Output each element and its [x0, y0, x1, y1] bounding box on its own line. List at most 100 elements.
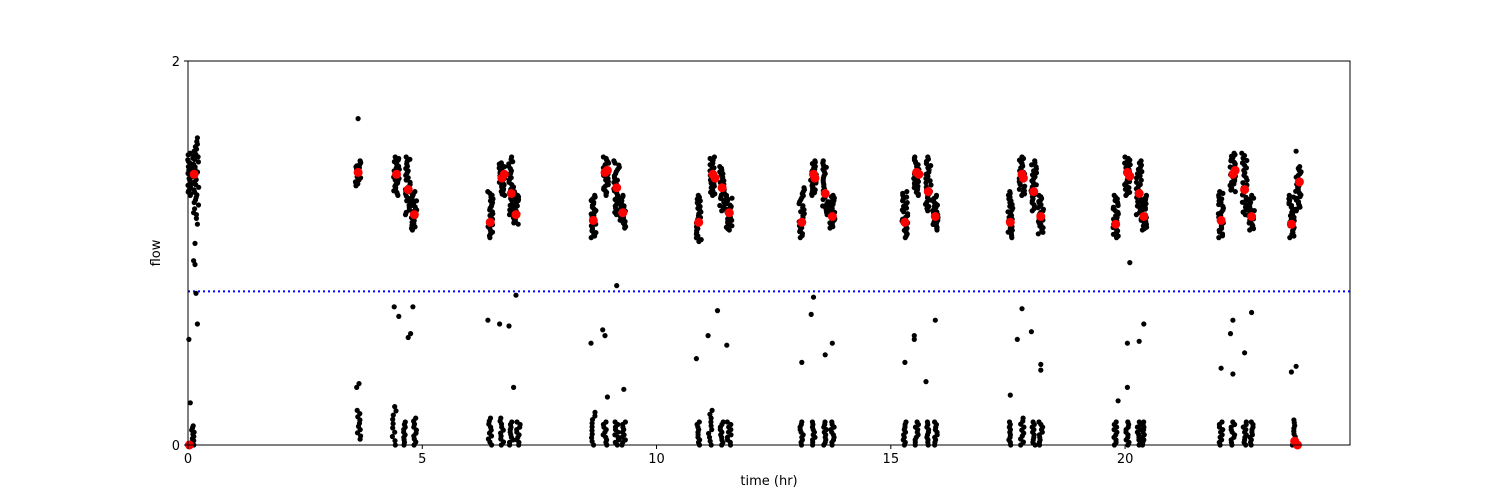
data-point: [799, 359, 805, 365]
summary-point: [1286, 219, 1296, 229]
data-point: [709, 407, 715, 413]
data-point: [717, 202, 723, 209]
y-axis: 02: [172, 55, 188, 454]
data-point: [357, 158, 363, 164]
data-point: [498, 415, 504, 421]
data-point: [614, 283, 620, 289]
data-point: [193, 215, 199, 221]
data-point: [1239, 150, 1245, 156]
data-point: [1007, 392, 1013, 398]
data-point: [1111, 192, 1117, 198]
data-point: [390, 425, 396, 431]
summary-point: [914, 169, 924, 179]
summary-point: [189, 169, 199, 179]
data-point: [932, 317, 938, 323]
summary-point: [1294, 177, 1304, 187]
data-point: [1248, 419, 1254, 425]
data-point: [413, 198, 420, 204]
summary-point: [923, 187, 933, 197]
data-point: [707, 411, 713, 417]
data-point: [1230, 371, 1236, 377]
data-point: [191, 148, 197, 154]
data-point: [1038, 361, 1044, 367]
summary-point: [1134, 189, 1144, 198]
data-point: [1032, 158, 1038, 164]
summary-point: [499, 169, 509, 179]
data-point: [708, 423, 714, 429]
data-point: [911, 333, 917, 339]
data-point: [928, 182, 934, 188]
summary-point: [1247, 212, 1257, 221]
summary-point: [1005, 217, 1015, 227]
summary-point: [820, 189, 830, 198]
summary-point: [511, 210, 521, 220]
data-point: [723, 192, 730, 198]
data-point: [389, 433, 395, 440]
data-point: [355, 116, 361, 122]
data-point: [928, 163, 934, 169]
data-point: [396, 313, 402, 319]
summary-points-series: [184, 165, 1304, 450]
summary-point: [717, 183, 727, 193]
data-point: [592, 192, 598, 198]
data-point: [1291, 417, 1297, 423]
data-point: [190, 423, 196, 429]
data-point: [905, 211, 911, 217]
data-point: [621, 386, 627, 392]
summary-point: [724, 208, 734, 218]
data-point: [914, 419, 920, 425]
data-point: [1033, 164, 1039, 170]
data-point: [1134, 203, 1140, 209]
data-point: [410, 304, 416, 310]
x-tick-label: 0: [184, 452, 192, 467]
data-point: [405, 334, 411, 341]
data-point: [708, 419, 714, 425]
summary-point: [612, 183, 622, 193]
data-point: [1136, 338, 1142, 344]
summary-point: [506, 189, 516, 198]
data-point: [616, 162, 622, 168]
data-point: [912, 154, 918, 160]
summary-point: [353, 167, 363, 177]
data-point: [714, 308, 721, 314]
data-point: [695, 192, 701, 198]
data-point: [354, 407, 360, 413]
data-point: [191, 210, 197, 216]
data-point: [698, 237, 704, 243]
data-point: [1141, 321, 1147, 327]
data-point: [1293, 148, 1299, 154]
data-point: [1019, 306, 1025, 312]
data-point: [408, 331, 414, 337]
data-point: [195, 202, 202, 208]
y-axis-label: flow: [149, 239, 164, 266]
data-point: [729, 195, 735, 201]
data-point: [717, 164, 723, 170]
data-point: [1244, 157, 1250, 164]
data-point: [390, 416, 396, 422]
y-tick-label: 0: [172, 439, 180, 454]
data-point: [1243, 419, 1249, 425]
data-point: [923, 379, 929, 385]
x-tick-label: 10: [648, 452, 665, 467]
data-point: [392, 438, 398, 444]
data-point: [194, 321, 200, 327]
data-point: [1138, 177, 1144, 183]
data-point: [707, 438, 713, 444]
data-point: [1133, 179, 1140, 185]
summary-point: [403, 185, 413, 195]
data-point: [1219, 419, 1225, 425]
data-point: [497, 321, 503, 327]
summary-point: [1018, 173, 1028, 183]
data-point: [801, 185, 807, 191]
data-point: [822, 352, 828, 358]
summary-point: [930, 212, 940, 221]
data-point: [513, 292, 519, 298]
summary-point: [1240, 185, 1250, 195]
data-point: [1115, 398, 1121, 404]
data-point: [1231, 150, 1237, 156]
summary-point: [797, 217, 807, 227]
data-point: [1127, 260, 1133, 266]
data-point: [830, 192, 836, 198]
data-point: [194, 135, 200, 141]
